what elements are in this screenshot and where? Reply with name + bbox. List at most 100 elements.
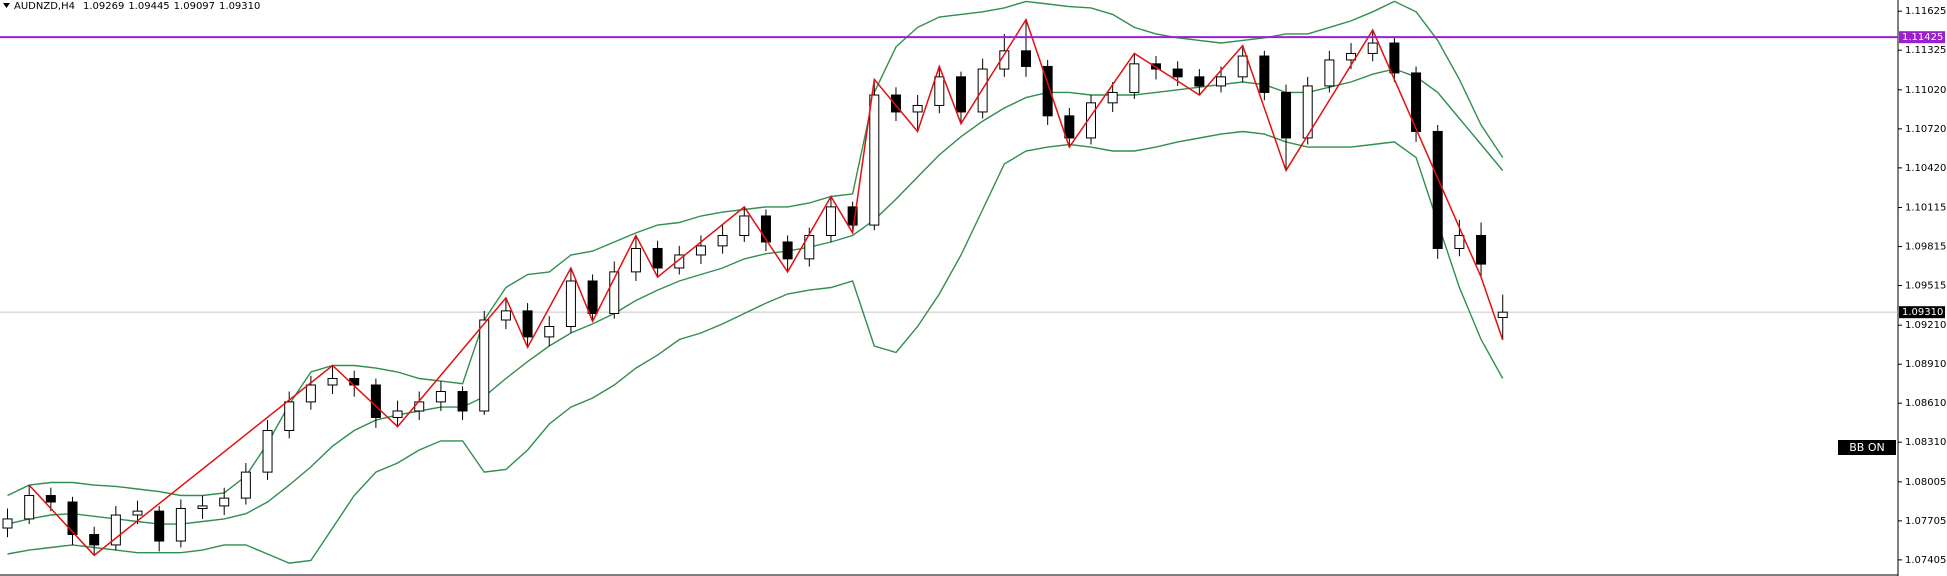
candle-body	[934, 76, 945, 106]
candle-body	[1194, 76, 1205, 87]
candle-body	[1129, 63, 1140, 93]
y-tick-label: 1.08910	[1905, 359, 1946, 370]
y-tick-label: 1.09815	[1905, 242, 1946, 253]
candle-body	[890, 94, 901, 113]
candle-body	[739, 215, 750, 236]
candle-body	[479, 319, 490, 412]
level-label: 1.11425	[1902, 32, 1943, 43]
candle-body	[760, 215, 771, 243]
candle-body	[110, 514, 121, 546]
candle-body	[955, 76, 966, 113]
price-label-bg	[1899, 306, 1945, 319]
candle-body	[2, 518, 13, 529]
candle-body	[392, 410, 403, 419]
candle-body	[522, 310, 533, 338]
candle-body	[67, 501, 78, 536]
candle-body	[197, 505, 208, 510]
candle-body	[630, 247, 641, 273]
candle-body	[45, 495, 56, 503]
y-tick-label: 1.11625	[1905, 6, 1946, 17]
candle-body	[1259, 55, 1270, 93]
header-low: 1.09097	[174, 1, 215, 12]
candle-body	[262, 430, 273, 473]
candle-body	[24, 495, 35, 520]
indicator-label: BB ON	[1849, 441, 1884, 454]
y-tick-label: 1.10420	[1905, 163, 1946, 174]
candle-body	[587, 280, 598, 314]
candle-body	[1432, 130, 1443, 249]
candle-body	[782, 241, 793, 260]
candle-body	[977, 68, 988, 113]
candle-body	[457, 390, 468, 412]
menu-arrow[interactable]	[3, 3, 10, 8]
candle-body	[1454, 234, 1465, 249]
candle-body	[435, 390, 446, 403]
candle-body	[1107, 91, 1118, 104]
zigzag-line	[28, 17, 1504, 557]
candle-body	[912, 104, 923, 113]
candle-body	[1020, 50, 1031, 67]
candle-body	[240, 471, 251, 499]
candle-body	[674, 254, 685, 269]
candle-body	[89, 534, 100, 546]
y-tick-label: 1.09210	[1905, 320, 1946, 331]
candle-body	[1216, 76, 1227, 87]
candle-body	[154, 510, 165, 542]
bollinger-band	[7, 68, 1504, 525]
level-label-bg	[1899, 31, 1945, 44]
y-tick-label: 1.11020	[1905, 85, 1946, 96]
header-symbol: AUDNZD,H4	[14, 1, 75, 12]
candle-body	[219, 497, 230, 507]
candle-body	[414, 401, 425, 412]
bollinger-band	[7, 0, 1504, 497]
candle-body	[1476, 234, 1487, 265]
candle-body	[869, 94, 880, 226]
candle-body	[175, 508, 186, 542]
y-tick-label: 1.08005	[1905, 477, 1946, 488]
candle-body	[565, 280, 576, 327]
candle-body	[825, 206, 836, 236]
y-tick-label: 1.07405	[1905, 555, 1946, 566]
candle-body	[1411, 72, 1422, 132]
candle-body	[544, 325, 555, 338]
candle-body	[349, 377, 360, 386]
y-tick-label: 1.10720	[1905, 124, 1946, 135]
candle-body	[305, 384, 316, 403]
candle-body	[652, 247, 663, 269]
bollinger-band	[7, 130, 1504, 564]
indicator-label-bg	[1838, 440, 1896, 455]
candle-body	[847, 206, 858, 226]
header-close: 1.09310	[219, 1, 260, 12]
candle-body	[1042, 65, 1053, 117]
y-tick-label: 1.08310	[1905, 437, 1946, 448]
candle-body	[1389, 42, 1400, 74]
candle-body	[609, 271, 620, 314]
header-open: 1.09269	[83, 1, 124, 12]
candle-body	[1172, 68, 1183, 78]
y-tick-label: 1.11325	[1905, 45, 1946, 56]
candle-body	[1367, 42, 1378, 54]
y-tick-label: 1.09515	[1905, 281, 1946, 292]
candle-body	[1302, 85, 1313, 139]
candle-body	[1064, 115, 1075, 139]
candle-body	[1497, 311, 1508, 319]
candle-body	[284, 401, 295, 432]
candle-body	[1324, 59, 1335, 87]
y-tick-label: 1.08610	[1905, 398, 1946, 409]
y-tick-label: 1.07705	[1905, 516, 1946, 527]
candle-body	[1281, 91, 1292, 139]
candle-body	[500, 310, 511, 321]
candle-body	[1237, 55, 1248, 78]
y-tick-label: 1.10115	[1905, 203, 1946, 214]
price-label: 1.09310	[1902, 307, 1943, 318]
candle-body	[132, 510, 143, 516]
candle-body	[999, 50, 1010, 70]
candle-body	[695, 245, 706, 256]
header-high: 1.09445	[128, 1, 169, 12]
candle-body	[1086, 102, 1096, 139]
header: AUDNZD,H4 1.09269 1.09445 1.09097 1.09310	[14, 1, 260, 12]
candle-body	[370, 384, 381, 419]
candle-body	[327, 377, 338, 386]
candle-body	[717, 234, 728, 247]
